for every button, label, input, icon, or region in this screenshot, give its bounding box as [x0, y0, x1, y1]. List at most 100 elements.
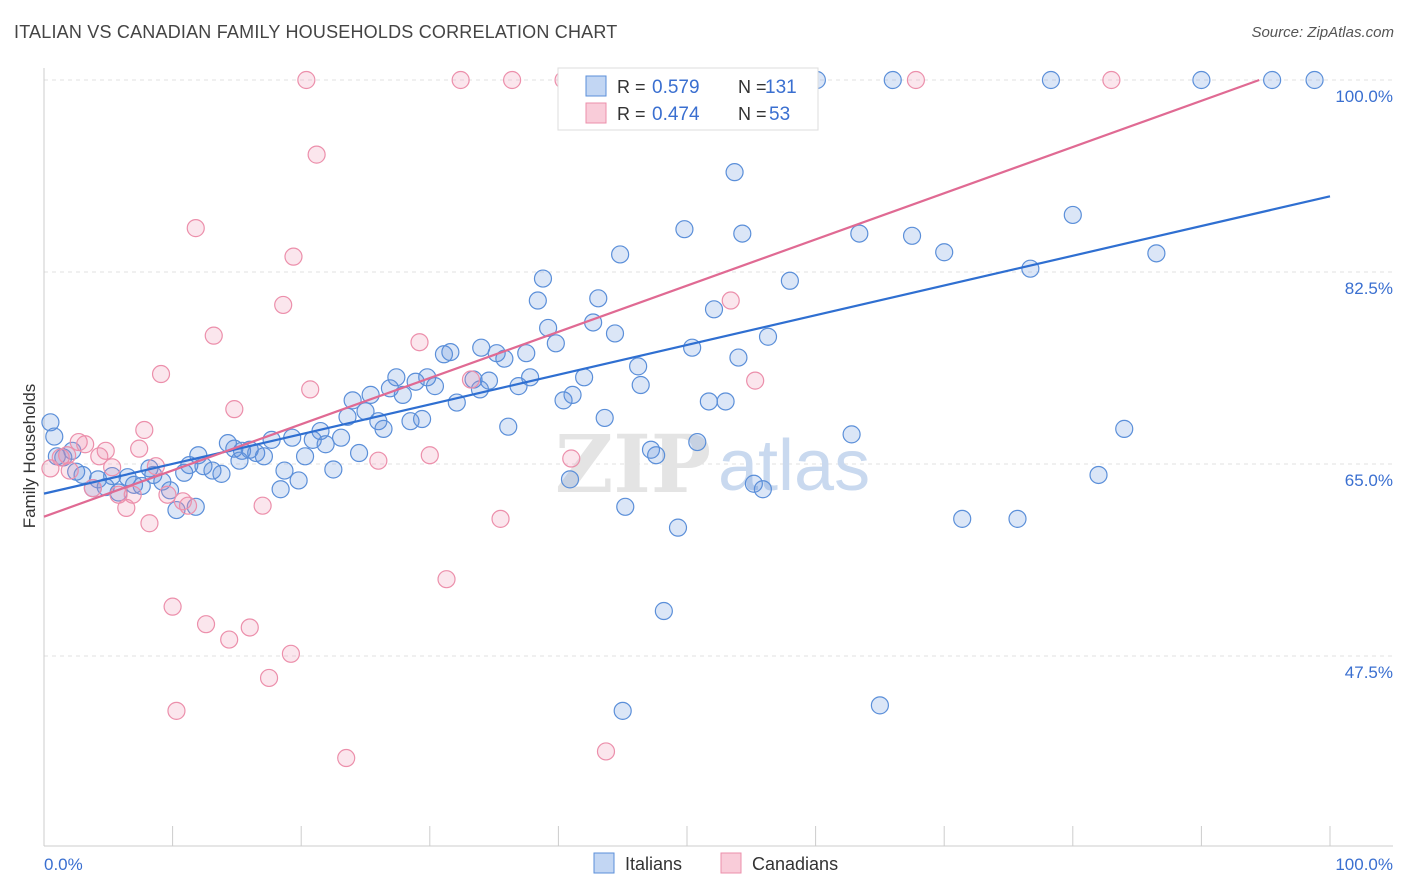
italians-point [733, 224, 752, 243]
y-tick-label: 82.5% [1345, 279, 1393, 298]
canadians-point [746, 371, 765, 390]
canadians-point [721, 291, 740, 310]
italians-point [45, 427, 64, 446]
italians-point [613, 701, 632, 720]
italians-point [758, 327, 778, 346]
canadians-point [491, 509, 510, 528]
canadians-point [130, 439, 149, 458]
canadians-point [369, 451, 388, 470]
italians-point [729, 348, 748, 367]
italians-point [595, 408, 614, 428]
legend-n-label-1: N = [738, 77, 767, 97]
italians-point [744, 474, 763, 493]
italians-point [254, 447, 274, 466]
italians-point [1063, 205, 1082, 225]
italians-point [441, 342, 460, 362]
canadians-point [596, 742, 616, 761]
italians-point [387, 368, 406, 387]
canadians-point [163, 597, 182, 616]
canadians-point [186, 219, 205, 238]
italians-point [605, 324, 625, 343]
canadians-point [167, 701, 186, 720]
zipatlas-watermark: ZIP atlas [555, 417, 870, 511]
italians-point [289, 471, 308, 490]
italians-point [716, 392, 735, 411]
gridlines [44, 79, 1393, 657]
series-legend: Italians Canadians [593, 852, 838, 874]
canadians-point [906, 70, 926, 90]
italians-point [647, 446, 666, 465]
trend-lines [43, 78, 1331, 518]
canadians-point [461, 370, 481, 389]
canadians-point [103, 458, 122, 477]
italians-point [560, 470, 580, 489]
canadians-point [562, 449, 581, 468]
canadians-point [123, 485, 142, 504]
canadians-point [1102, 70, 1121, 90]
italians-point [575, 368, 594, 387]
legend-swatch-pink [585, 102, 607, 124]
italians-point [361, 385, 380, 404]
italians-point [212, 464, 231, 483]
italians-point [393, 385, 412, 404]
italians-point [675, 220, 694, 239]
italians-point [271, 480, 290, 499]
legend-n-label-2: N = [738, 104, 767, 124]
italians-point [753, 480, 772, 499]
italians-point [425, 377, 445, 396]
x-tick-right: 100.0% [1335, 855, 1393, 874]
x-tick-left: 0.0% [44, 855, 83, 874]
italians-point [668, 518, 688, 537]
source-credit: Source: ZipAtlas.com [1251, 24, 1394, 41]
italians-point [1192, 70, 1211, 90]
canadians-point [196, 615, 216, 634]
canadians-point [225, 400, 244, 419]
watermark-zip: ZIP [555, 417, 711, 511]
canadians-point [274, 295, 293, 315]
legend-r-value-1: 0.579 [652, 77, 700, 98]
canadians-point [281, 644, 301, 663]
canadians-point [253, 496, 272, 515]
italians-point [401, 412, 420, 431]
tick-labels: 47.5% 65.0% 82.5% 100.0% [1335, 87, 1393, 682]
chart-title: ITALIAN VS CANADIAN FAMILY HOUSEHOLDS CO… [14, 22, 618, 42]
italians-point [349, 443, 369, 463]
italians-point [1263, 70, 1282, 90]
italians-point [331, 428, 351, 447]
canadians-point [135, 420, 154, 440]
italians-point [870, 696, 890, 715]
canadians-point [410, 333, 429, 352]
italians-point [1041, 70, 1061, 90]
italians-point [374, 419, 393, 438]
italians-point [546, 334, 565, 353]
legend-r-label-1: R = [617, 77, 646, 97]
italians-point [316, 435, 335, 454]
italians-point [611, 245, 630, 264]
legend-n-value-1: 131 [765, 77, 797, 98]
stats-legend: R = 0.579 N = 131 R = 0.474 N = 53 [557, 67, 819, 131]
italians-point [406, 372, 425, 391]
canadians-point [259, 668, 279, 688]
italians-trend-line [43, 195, 1331, 495]
legend-swatch-blue [585, 75, 607, 97]
italians-point [230, 451, 249, 470]
italians-point [704, 300, 724, 319]
italians-point [850, 224, 869, 243]
canadians-point [158, 485, 177, 504]
legend-swatch-italians [593, 852, 615, 874]
canadians-point [58, 446, 77, 465]
legend-swatch-canadians [720, 852, 742, 874]
canadians-trend-line [43, 78, 1260, 518]
y-axis-title: Family Households [20, 384, 39, 529]
canadians-point [297, 70, 316, 90]
legend-r-label-2: R = [617, 104, 646, 124]
italians-point [842, 425, 861, 444]
italians-point [654, 601, 673, 621]
canadians-point [337, 748, 356, 768]
italians-point [589, 289, 608, 308]
italians-point [295, 447, 315, 466]
italians-point [1021, 259, 1040, 278]
italians-point [41, 413, 60, 432]
italians-point [641, 440, 661, 459]
